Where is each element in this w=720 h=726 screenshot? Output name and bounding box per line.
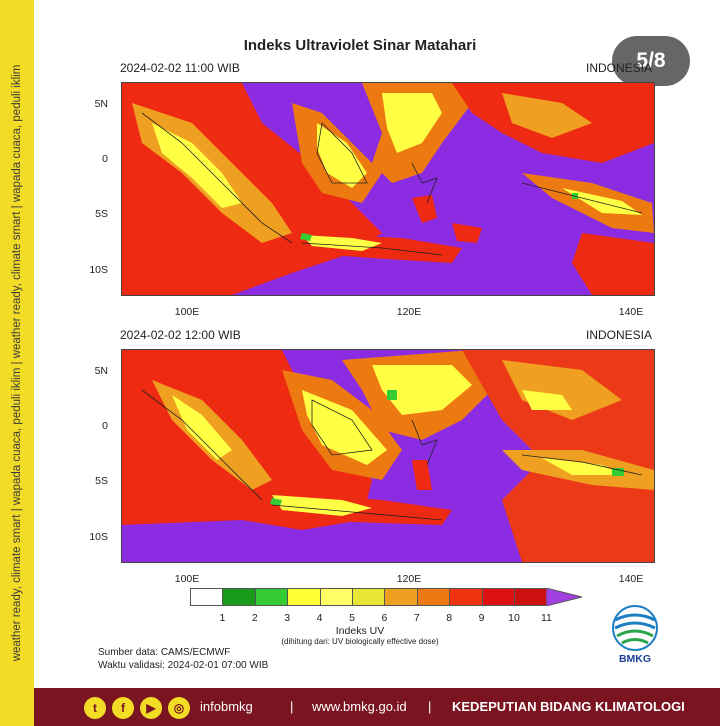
colorbar-cell (222, 588, 256, 606)
colorbar-cell (481, 588, 515, 606)
footer-separator-2: | (428, 699, 432, 714)
colorbar-cell (287, 588, 321, 606)
map2-lon-120e: 120E (396, 573, 422, 585)
colorbar-tick-label: 1 (219, 612, 226, 624)
colorbar-tick-label: 2 (251, 612, 258, 624)
colorbar-cell (514, 588, 548, 606)
youtube-icon[interactable]: ▶ (140, 697, 162, 719)
colorbar-tick-label: 4 (316, 612, 323, 624)
twitter-icon[interactable]: t (84, 697, 106, 719)
colorbar-tick-label: 11 (540, 612, 552, 624)
map2-lat-5s: 5S (95, 475, 108, 487)
source-info: Sumber data: CAMS/ECMWF Waktu validasi: … (98, 646, 268, 672)
map1-lat-10s: 10S (89, 264, 108, 276)
colorbar-cell (254, 588, 289, 606)
map2-time-label: 2024-02-02 12:00 WIB (120, 328, 241, 342)
bmkg-logo (612, 605, 658, 651)
colorbar-cell (352, 588, 386, 606)
side-strip: weather ready, climate smart | wapada cu… (0, 0, 34, 726)
map2-lat-0: 0 (102, 420, 108, 432)
facebook-icon[interactable]: f (112, 697, 134, 719)
colorbar-cell (190, 588, 224, 606)
colorbar-cell (319, 588, 353, 606)
map2-lon-100e: 100E (174, 573, 200, 585)
map2-lon-140e: 140E (618, 573, 644, 585)
side-tagline: weather ready, climate smart | wapada cu… (11, 64, 23, 662)
colorbar-tick-label: 7 (413, 612, 420, 624)
map1-region-label: INDONESIA (586, 61, 653, 75)
map2-region-label: INDONESIA (586, 328, 653, 342)
instagram-icon[interactable]: ◎ (168, 697, 190, 719)
colorbar-cell (416, 588, 451, 606)
uv-map-1100 (121, 82, 655, 296)
map1-lon-120e: 120E (396, 306, 422, 318)
map1-lon-100e: 100E (174, 306, 200, 318)
map1-lat-0: 0 (102, 153, 108, 165)
page-title: Indeks Ultraviolet Sinar Matahari (243, 37, 477, 54)
colorbar-cell (449, 588, 483, 606)
page-indicator: 5/8 (612, 36, 690, 86)
map1-lat-5s: 5S (95, 208, 108, 220)
map1-lat-5n: 5N (94, 98, 108, 110)
colorbar-tick-label: 3 (284, 612, 291, 624)
map1-lon-140e: 140E (618, 306, 644, 318)
unit-name: KEDEPUTIAN BIDANG KLIMATOLOGI (452, 699, 685, 714)
colorbar-tick-label: 10 (508, 612, 520, 624)
colorbar-tick-label: 6 (381, 612, 388, 624)
colorbar-tick-label: 9 (478, 612, 485, 624)
uv-map-1200 (121, 349, 655, 563)
colorbar-title: Indeks UV (335, 625, 385, 637)
map2-lat-5n: 5N (94, 365, 108, 377)
colorbar-subtitle: (dihitung dari: UV biologically effectiv… (281, 637, 439, 646)
bmkg-logo-text: BMKG (618, 653, 652, 665)
footer-separator-1: | (290, 699, 294, 714)
footer-bar: t f ▶ ◎ infobmkg | www.bmkg.go.id | KEDE… (34, 688, 720, 726)
colorbar-arrow (546, 588, 582, 606)
colorbar-tick-label: 5 (349, 612, 355, 624)
colorbar-tick-label: 8 (446, 612, 453, 624)
validation-time: Waktu validasi: 2024-02-01 07:00 WIB (98, 660, 269, 671)
website-link[interactable]: www.bmkg.go.id (312, 699, 407, 714)
map1-time-label: 2024-02-02 11:00 WIB (120, 61, 240, 75)
social-handle[interactable]: infobmkg (200, 699, 253, 714)
colorbar-cell (384, 588, 418, 606)
map2-lat-10s: 10S (89, 531, 108, 543)
source-data: Sumber data: CAMS/ECMWF (98, 647, 231, 658)
